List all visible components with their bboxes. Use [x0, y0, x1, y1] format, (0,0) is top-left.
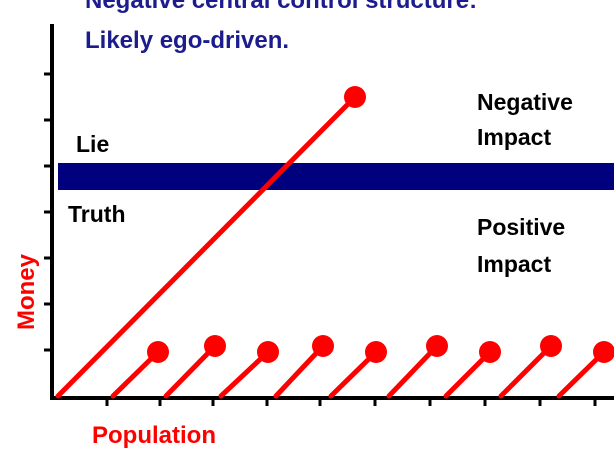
- x-ticks: [105, 398, 597, 406]
- lie-label: Lie: [76, 131, 109, 157]
- y-ticks: [44, 72, 52, 352]
- title-line: Likely ego-driven.: [85, 27, 289, 54]
- lie-truth-band: [58, 163, 614, 190]
- positive-impact-label: Impact: [477, 251, 551, 277]
- negative-impact-label: Impact: [477, 124, 551, 150]
- positive-impact-label: Positive: [477, 214, 565, 240]
- red-dots: [147, 86, 614, 363]
- x-axis-label: Population: [92, 422, 216, 449]
- negative-impact-label: Negative: [477, 89, 573, 115]
- truth-label: Truth: [68, 201, 126, 227]
- y-axis-label: Money: [13, 253, 40, 330]
- title-line: Negative central control structure:: [85, 0, 477, 14]
